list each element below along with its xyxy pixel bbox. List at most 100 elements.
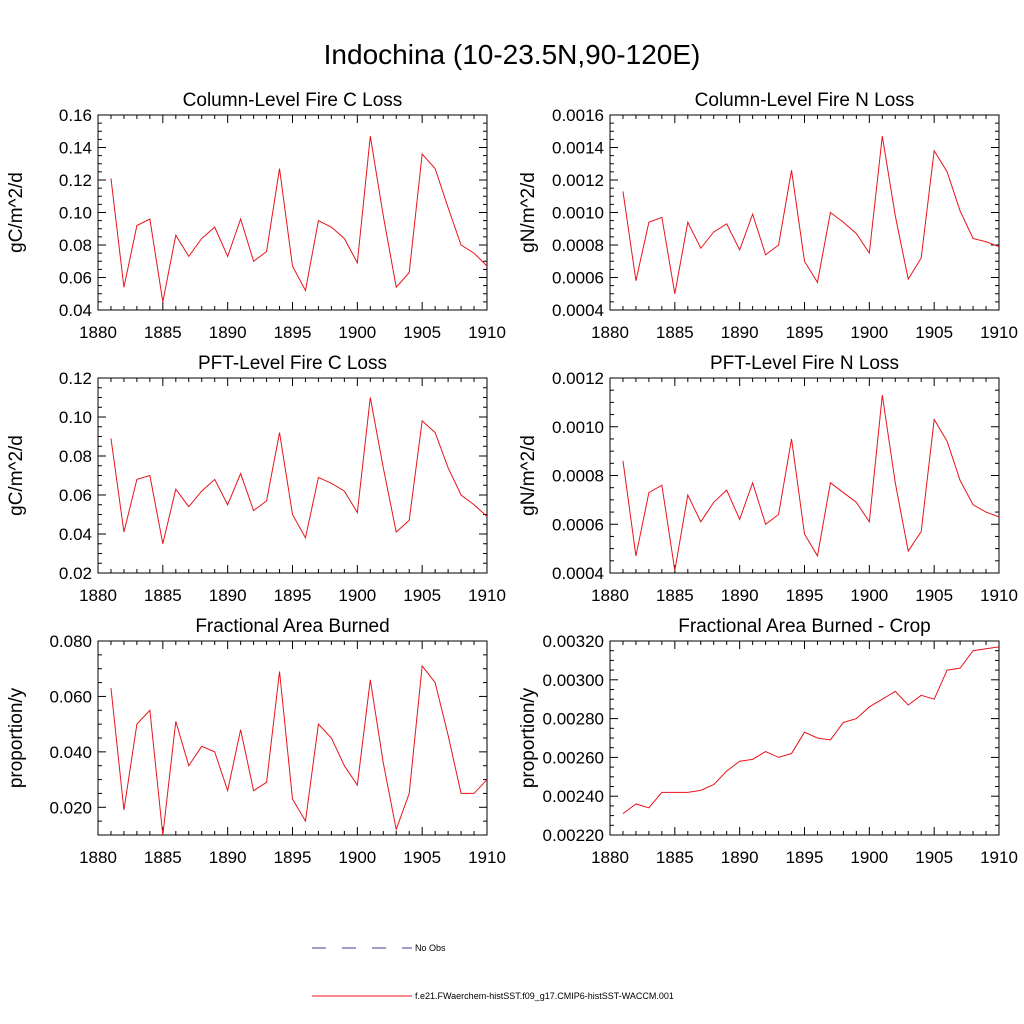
x-tick-label: 1885 bbox=[656, 323, 694, 342]
panel-title: PFT-Level Fire C Loss bbox=[198, 353, 387, 374]
y-tick-label: 0.0006 bbox=[552, 269, 604, 288]
figure-title: Indochina (10-23.5N,90-120E) bbox=[324, 39, 701, 70]
x-tick-label: 1890 bbox=[721, 586, 759, 605]
legend-entry-no-obs: No Obs bbox=[312, 943, 446, 953]
x-tick-label: 1890 bbox=[721, 323, 759, 342]
x-tick-label: 1900 bbox=[338, 323, 376, 342]
x-tick-label: 1910 bbox=[980, 586, 1018, 605]
x-tick-label: 1905 bbox=[403, 323, 441, 342]
y-tick-label: 0.0008 bbox=[552, 236, 604, 255]
chart-panel-2: Column-Level Fire N Loss gN/m^2/d 1880 1885… bbox=[518, 90, 1018, 342]
series-line-1 bbox=[622, 136, 999, 294]
x-tick-label: 1910 bbox=[980, 323, 1018, 342]
x-tick-label: 1895 bbox=[274, 586, 312, 605]
x-tick-label: 1905 bbox=[403, 586, 441, 605]
x-tick-label: 1910 bbox=[468, 848, 506, 867]
x-tick-label: 1895 bbox=[274, 848, 312, 867]
x-tick-label: 1900 bbox=[850, 848, 888, 867]
plot-frame bbox=[97, 640, 488, 836]
plot-frame bbox=[97, 377, 488, 574]
y-tick-label: 0.16 bbox=[59, 106, 92, 125]
series-line-1 bbox=[110, 664, 487, 835]
y-tick-label: 0.00280 bbox=[543, 710, 604, 729]
x-tick-label: 1890 bbox=[209, 323, 247, 342]
x-tick-label: 1900 bbox=[850, 586, 888, 605]
panel-title: Column-Level Fire N Loss bbox=[695, 90, 915, 111]
y-tick-label: 0.12 bbox=[59, 369, 92, 388]
y-axis-label: gN/m^2/d bbox=[518, 172, 539, 253]
y-tick-label: 0.00260 bbox=[543, 748, 604, 767]
x-tick-label: 1890 bbox=[209, 848, 247, 867]
panel-title: PFT-Level Fire N Loss bbox=[710, 353, 899, 374]
x-tick-label: 1885 bbox=[144, 848, 182, 867]
x-tick-label: 1890 bbox=[721, 848, 759, 867]
y-tick-label: 0.00300 bbox=[543, 671, 604, 690]
panels: Column-Level Fire C Loss gC/m^2/d 1880 1885… bbox=[6, 90, 1018, 867]
y-tick-label: 0.0004 bbox=[552, 564, 604, 583]
y-axis-label: gC/m^2/d bbox=[6, 435, 27, 516]
x-tick-label: 1885 bbox=[656, 586, 694, 605]
y-tick-label: 0.00220 bbox=[543, 826, 604, 845]
y-tick-label: 0.0010 bbox=[552, 418, 604, 437]
panel-title: Fractional Area Burned bbox=[195, 616, 389, 637]
y-tick-label: 0.0012 bbox=[552, 171, 604, 190]
x-tick-label: 1880 bbox=[591, 848, 629, 867]
x-tick-label: 1910 bbox=[980, 848, 1018, 867]
y-tick-label: 0.0004 bbox=[552, 301, 604, 320]
chart-panel-4: PFT-Level Fire N Loss gN/m^2/d 1880 1885 189… bbox=[518, 353, 1018, 605]
y-tick-label: 0.08 bbox=[59, 236, 92, 255]
legend: No Obs f.e21.FWaerchem-histSST.f09_g17.C… bbox=[312, 943, 674, 1001]
x-tick-label: 1905 bbox=[403, 848, 441, 867]
x-tick-label: 1905 bbox=[915, 323, 953, 342]
y-tick-label: 0.0016 bbox=[552, 106, 604, 125]
x-tick-label: 1900 bbox=[338, 848, 376, 867]
panel-title: Fractional Area Burned - Crop bbox=[678, 616, 930, 637]
x-tick-label: 1885 bbox=[144, 323, 182, 342]
y-axis-label: gC/m^2/d bbox=[6, 172, 27, 253]
x-tick-label: 1890 bbox=[209, 586, 247, 605]
x-tick-label: 1905 bbox=[915, 586, 953, 605]
x-tick-label: 1900 bbox=[850, 323, 888, 342]
legend-entry-model-run: f.e21.FWaerchem-histSST.f09_g17.CMIP6-hi… bbox=[312, 991, 674, 1001]
x-tick-label: 1895 bbox=[786, 323, 824, 342]
x-tick-label: 1895 bbox=[274, 323, 312, 342]
series-line-1 bbox=[110, 397, 487, 544]
y-tick-label: 0.00240 bbox=[543, 787, 604, 806]
y-tick-label: 0.06 bbox=[59, 486, 92, 505]
y-tick-label: 0.040 bbox=[49, 743, 92, 762]
chart-panel-1: Column-Level Fire C Loss gC/m^2/d 1880 1885… bbox=[6, 90, 506, 342]
y-tick-label: 0.0008 bbox=[552, 467, 604, 486]
y-tick-label: 0.08 bbox=[59, 447, 92, 466]
y-tick-label: 0.060 bbox=[49, 687, 92, 706]
x-tick-label: 1885 bbox=[144, 586, 182, 605]
legend-label-no-obs: No Obs bbox=[415, 943, 446, 953]
x-tick-label: 1910 bbox=[468, 586, 506, 605]
y-tick-label: 0.00320 bbox=[543, 632, 604, 651]
series-line-1 bbox=[110, 136, 487, 302]
x-tick-label: 1900 bbox=[338, 586, 376, 605]
x-tick-label: 1885 bbox=[656, 848, 694, 867]
legend-label-model-run: f.e21.FWaerchem-histSST.f09_g17.CMIP6-hi… bbox=[415, 991, 674, 1001]
y-tick-label: 0.0010 bbox=[552, 204, 604, 223]
y-tick-label: 0.04 bbox=[59, 525, 92, 544]
y-tick-label: 0.10 bbox=[59, 408, 92, 427]
y-tick-label: 0.04 bbox=[59, 301, 92, 320]
y-tick-label: 0.14 bbox=[59, 139, 92, 158]
x-tick-label: 1910 bbox=[468, 323, 506, 342]
x-tick-label: 1880 bbox=[591, 586, 629, 605]
x-tick-label: 1880 bbox=[79, 323, 117, 342]
x-tick-label: 1895 bbox=[786, 586, 824, 605]
y-tick-label: 0.020 bbox=[49, 798, 92, 817]
y-tick-label: 0.0012 bbox=[552, 369, 604, 388]
chart-panel-5: Fractional Area Burned proportion/y 1880 18… bbox=[6, 616, 506, 867]
x-tick-label: 1880 bbox=[79, 586, 117, 605]
y-tick-label: 0.080 bbox=[49, 632, 92, 651]
y-tick-label: 0.12 bbox=[59, 171, 92, 190]
plot-frame bbox=[97, 114, 488, 311]
chart-panel-3: PFT-Level Fire C Loss gC/m^2/d 1880 1885 189… bbox=[6, 353, 506, 605]
series-line-1 bbox=[622, 646, 999, 815]
plot-frame bbox=[609, 640, 1000, 836]
y-tick-label: 0.0014 bbox=[552, 139, 604, 158]
x-tick-label: 1905 bbox=[915, 848, 953, 867]
